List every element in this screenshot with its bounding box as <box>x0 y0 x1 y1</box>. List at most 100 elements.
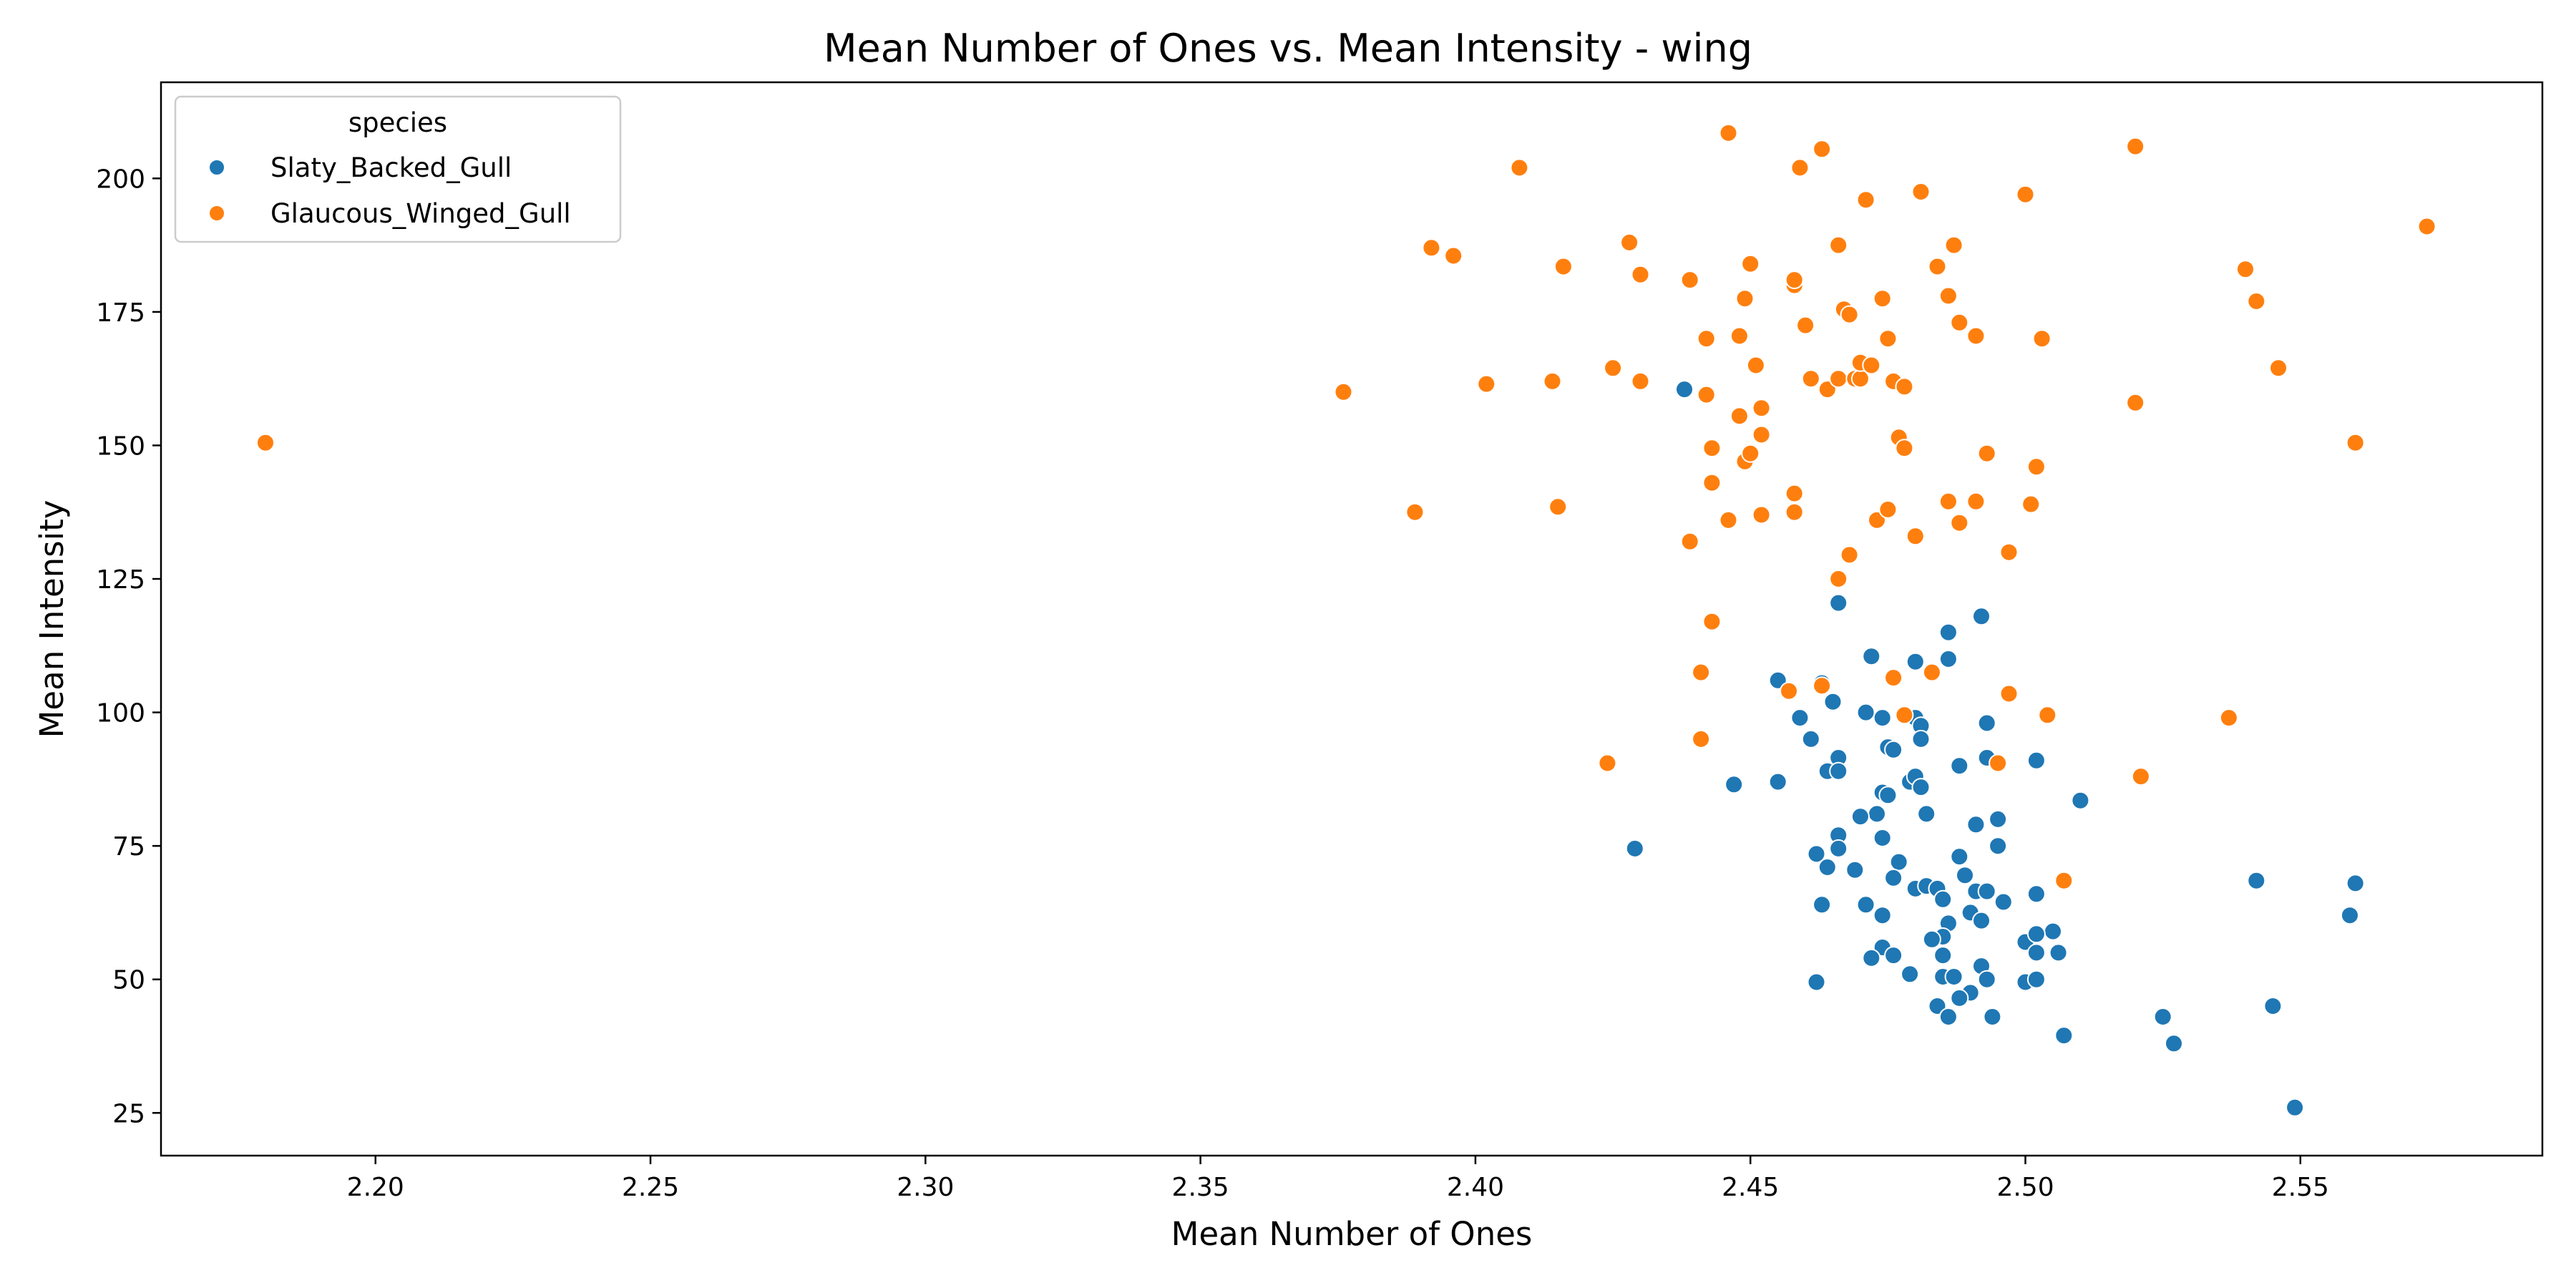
point-glaucous-winged-gull <box>2032 329 2051 348</box>
point-slaty-backed-gull <box>1901 965 1920 984</box>
point-slaty-backed-gull <box>1917 804 1936 824</box>
point-glaucous-winged-gull <box>1741 444 1760 463</box>
point-slaty-backed-gull <box>1845 860 1865 879</box>
point-glaucous-winged-gull <box>1780 681 1798 701</box>
point-glaucous-winged-gull <box>1729 326 1749 346</box>
point-slaty-backed-gull <box>1938 650 1958 668</box>
point-glaucous-winged-gull <box>1620 233 1639 252</box>
point-glaucous-winged-gull <box>1938 286 1958 306</box>
point-glaucous-winged-gull <box>2219 708 2238 728</box>
plot-frame <box>160 81 2544 1157</box>
point-glaucous-winged-gull <box>2126 393 2145 412</box>
point-glaucous-winged-gull <box>1680 270 1699 290</box>
point-slaty-backed-gull <box>1950 756 1969 776</box>
point-slaty-backed-gull <box>1884 740 1903 759</box>
point-slaty-backed-gull <box>1950 988 1969 1008</box>
point-slaty-backed-gull <box>1966 815 1986 834</box>
point-slaty-backed-gull <box>1944 967 1963 986</box>
point-slaty-backed-gull <box>1989 836 2008 856</box>
x-tick-label: 2.30 <box>897 1173 954 1202</box>
point-glaucous-winged-gull <box>1692 729 1711 748</box>
point-glaucous-winged-gull <box>1785 270 1804 290</box>
x-tick-label: 2.20 <box>347 1173 404 1202</box>
point-slaty-backed-gull <box>1972 911 1991 930</box>
point-glaucous-winged-gull <box>1966 492 1986 511</box>
point-slaty-backed-gull <box>1724 775 1744 794</box>
y-tick-label: 50 <box>112 966 145 995</box>
point-slaty-backed-gull <box>1856 703 1875 722</box>
point-glaucous-winged-gull <box>2016 185 2035 204</box>
point-glaucous-winged-gull <box>1702 473 1722 492</box>
point-slaty-backed-gull <box>2026 751 2046 770</box>
point-glaucous-winged-gull <box>1813 140 1832 159</box>
y-tick-label: 25 <box>112 1099 145 1128</box>
point-glaucous-winged-gull <box>1977 444 1996 463</box>
point-glaucous-winged-gull <box>1999 684 2019 703</box>
point-glaucous-winged-gull <box>1999 542 2019 562</box>
point-slaty-backed-gull <box>1829 593 1848 613</box>
point-glaucous-winged-gull <box>1950 513 1969 532</box>
point-glaucous-winged-gull <box>1752 399 1771 418</box>
point-glaucous-winged-gull <box>2026 457 2046 477</box>
y-tick-label: 200 <box>96 165 145 194</box>
point-glaucous-winged-gull <box>2269 358 2288 378</box>
point-slaty-backed-gull <box>2165 1034 2183 1053</box>
y-tick-label: 175 <box>96 298 145 328</box>
point-glaucous-winged-gull <box>1895 377 1914 396</box>
point-glaucous-winged-gull <box>1741 254 1760 273</box>
point-slaty-backed-gull <box>1873 708 1892 728</box>
point-slaty-backed-gull <box>2285 1098 2305 1117</box>
y-tick-label: 100 <box>96 699 145 728</box>
point-slaty-backed-gull <box>1922 930 1941 949</box>
point-glaucous-winged-gull <box>1785 484 1804 503</box>
point-glaucous-winged-gull <box>2236 260 2255 279</box>
point-slaty-backed-gull <box>1807 972 1826 992</box>
point-glaucous-winged-gull <box>1604 358 1623 378</box>
point-slaty-backed-gull <box>2263 997 2283 1015</box>
point-slaty-backed-gull <box>2049 943 2068 962</box>
point-slaty-backed-gull <box>1989 809 2008 829</box>
point-slaty-backed-gull <box>1956 866 1974 885</box>
point-slaty-backed-gull <box>2026 943 2046 962</box>
y-tick-label: 75 <box>112 832 145 862</box>
point-glaucous-winged-gull <box>1895 439 1914 458</box>
point-slaty-backed-gull <box>2054 1026 2074 1045</box>
point-glaucous-winged-gull <box>1697 385 1716 404</box>
point-slaty-backed-gull <box>1807 844 1826 864</box>
point-glaucous-winged-gull <box>1548 497 1568 517</box>
point-slaty-backed-gull <box>1884 946 1903 965</box>
point-glaucous-winged-gull <box>1735 289 1755 308</box>
point-glaucous-winged-gull <box>1746 356 1765 375</box>
x-axis: 2.20 2.25 2.30 2.35 2.40 2.45 2.50 2.55 <box>347 1156 2329 1202</box>
point-glaucous-winged-gull <box>1719 123 1738 142</box>
legend-title: species <box>348 107 447 138</box>
point-slaty-backed-gull <box>1625 839 1644 858</box>
x-tick-label: 2.25 <box>622 1173 679 1202</box>
point-glaucous-winged-gull <box>1862 356 1881 375</box>
point-slaty-backed-gull <box>1768 772 1787 791</box>
legend-marker-slaty-backed-gull <box>208 159 225 176</box>
point-glaucous-winged-gull <box>1729 406 1749 426</box>
point-slaty-backed-gull <box>1983 1008 2002 1026</box>
point-glaucous-winged-gull <box>2131 767 2150 786</box>
point-slaty-backed-gull <box>1911 729 1931 748</box>
point-glaucous-winged-gull <box>1856 190 1875 210</box>
point-glaucous-winged-gull <box>1680 532 1699 551</box>
point-slaty-backed-gull <box>1675 380 1694 399</box>
point-glaucous-winged-gull <box>1813 676 1832 696</box>
point-slaty-backed-gull <box>2153 1008 2172 1026</box>
point-glaucous-winged-gull <box>1944 235 1963 255</box>
point-glaucous-winged-gull <box>2346 433 2365 452</box>
point-slaty-backed-gull <box>2247 871 2266 890</box>
point-glaucous-winged-gull <box>1895 706 1914 725</box>
point-glaucous-winged-gull <box>1477 374 1496 394</box>
point-glaucous-winged-gull <box>256 433 275 452</box>
y-tick-label: 125 <box>96 565 145 595</box>
point-glaucous-winged-gull <box>1829 235 1848 255</box>
point-slaty-backed-gull <box>1818 858 1837 877</box>
point-glaucous-winged-gull <box>1631 371 1650 391</box>
x-axis-label: Mean Number of Ones <box>1171 1215 1533 1253</box>
point-glaucous-winged-gull <box>1702 612 1722 631</box>
